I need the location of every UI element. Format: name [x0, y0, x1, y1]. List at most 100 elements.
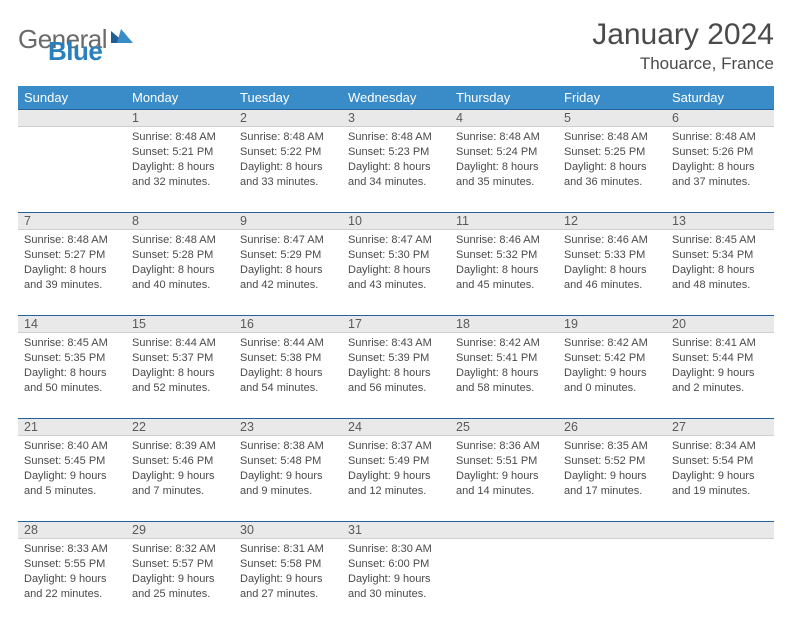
day-line: and 42 minutes.: [240, 278, 336, 293]
day-cell: Sunrise: 8:42 AMSunset: 5:42 PMDaylight:…: [558, 333, 666, 419]
weekday-header: Tuesday: [234, 86, 342, 110]
day-line: Sunset: 5:25 PM: [564, 145, 660, 160]
day-line: and 52 minutes.: [132, 381, 228, 396]
day-cell: Sunrise: 8:47 AMSunset: 5:29 PMDaylight:…: [234, 230, 342, 316]
day-line: Daylight: 8 hours: [348, 263, 444, 278]
day-number: 2: [234, 110, 342, 127]
day-cell: Sunrise: 8:38 AMSunset: 5:48 PMDaylight:…: [234, 436, 342, 522]
weekday-header: Monday: [126, 86, 234, 110]
day-number: 23: [234, 419, 342, 436]
day-line: and 56 minutes.: [348, 381, 444, 396]
day-line: Daylight: 8 hours: [456, 366, 552, 381]
day-number: 4: [450, 110, 558, 127]
weekday-header: Thursday: [450, 86, 558, 110]
day-number: 26: [558, 419, 666, 436]
day-line: Sunrise: 8:36 AM: [456, 439, 552, 454]
day-line: and 43 minutes.: [348, 278, 444, 293]
day-line: and 19 minutes.: [672, 484, 768, 499]
day-line: and 39 minutes.: [24, 278, 120, 293]
day-line: Sunset: 5:42 PM: [564, 351, 660, 366]
day-line: Daylight: 8 hours: [348, 160, 444, 175]
day-line: Sunset: 5:24 PM: [456, 145, 552, 160]
day-line: Sunrise: 8:41 AM: [672, 336, 768, 351]
day-cell-content: Sunrise: 8:43 AMSunset: 5:39 PMDaylight:…: [342, 333, 450, 401]
day-number: [18, 110, 126, 127]
day-line: Sunrise: 8:42 AM: [456, 336, 552, 351]
day-line: Sunset: 5:29 PM: [240, 248, 336, 263]
day-line: Daylight: 9 hours: [132, 469, 228, 484]
day-line: and 45 minutes.: [456, 278, 552, 293]
day-number-row: 123456: [18, 110, 774, 127]
day-line: Sunset: 5:44 PM: [672, 351, 768, 366]
day-line: Daylight: 9 hours: [672, 366, 768, 381]
day-line: Sunset: 5:28 PM: [132, 248, 228, 263]
day-line: Sunrise: 8:34 AM: [672, 439, 768, 454]
day-line: Daylight: 8 hours: [132, 366, 228, 381]
day-line: Sunrise: 8:48 AM: [564, 130, 660, 145]
day-line: Sunset: 5:37 PM: [132, 351, 228, 366]
day-line: and 27 minutes.: [240, 587, 336, 602]
day-number: 24: [342, 419, 450, 436]
day-line: Daylight: 9 hours: [132, 572, 228, 587]
day-line: Daylight: 9 hours: [672, 469, 768, 484]
day-line: Sunrise: 8:31 AM: [240, 542, 336, 557]
day-line: Sunset: 5:38 PM: [240, 351, 336, 366]
day-line: Sunrise: 8:46 AM: [564, 233, 660, 248]
day-line: Daylight: 8 hours: [24, 366, 120, 381]
day-cell: Sunrise: 8:43 AMSunset: 5:39 PMDaylight:…: [342, 333, 450, 419]
day-line: Sunset: 5:58 PM: [240, 557, 336, 572]
day-line: and 22 minutes.: [24, 587, 120, 602]
day-line: and 25 minutes.: [132, 587, 228, 602]
day-line: Daylight: 9 hours: [564, 469, 660, 484]
day-line: Sunset: 5:39 PM: [348, 351, 444, 366]
day-line: and 46 minutes.: [564, 278, 660, 293]
day-line: Sunset: 5:57 PM: [132, 557, 228, 572]
month-title: January 2024: [592, 18, 774, 52]
day-line: Sunset: 5:55 PM: [24, 557, 120, 572]
day-cell-content: Sunrise: 8:40 AMSunset: 5:45 PMDaylight:…: [18, 436, 126, 504]
day-cell-content: Sunrise: 8:37 AMSunset: 5:49 PMDaylight:…: [342, 436, 450, 504]
day-cell-content: Sunrise: 8:42 AMSunset: 5:42 PMDaylight:…: [558, 333, 666, 401]
day-line: Sunrise: 8:35 AM: [564, 439, 660, 454]
day-line: Daylight: 8 hours: [132, 263, 228, 278]
day-number: 3: [342, 110, 450, 127]
day-line: and 2 minutes.: [672, 381, 768, 396]
day-line: and 50 minutes.: [24, 381, 120, 396]
day-line: Sunset: 5:22 PM: [240, 145, 336, 160]
day-number: 20: [666, 316, 774, 333]
day-line: Daylight: 8 hours: [240, 160, 336, 175]
day-line: Daylight: 8 hours: [240, 263, 336, 278]
day-line: Sunset: 5:34 PM: [672, 248, 768, 263]
day-cell-content: Sunrise: 8:48 AMSunset: 5:22 PMDaylight:…: [234, 127, 342, 195]
day-line: Daylight: 8 hours: [564, 263, 660, 278]
day-number-row: 14151617181920: [18, 316, 774, 333]
day-line: and 54 minutes.: [240, 381, 336, 396]
day-number: 13: [666, 213, 774, 230]
day-line: and 5 minutes.: [24, 484, 120, 499]
day-number: 8: [126, 213, 234, 230]
day-number: [666, 522, 774, 539]
day-number: 5: [558, 110, 666, 127]
day-content-row: Sunrise: 8:48 AMSunset: 5:21 PMDaylight:…: [18, 127, 774, 213]
day-line: Sunrise: 8:48 AM: [348, 130, 444, 145]
day-line: Daylight: 9 hours: [24, 572, 120, 587]
weekday-header-row: SundayMondayTuesdayWednesdayThursdayFrid…: [18, 86, 774, 110]
day-line: Sunrise: 8:38 AM: [240, 439, 336, 454]
day-number: 27: [666, 419, 774, 436]
day-number: 22: [126, 419, 234, 436]
day-line: Sunrise: 8:48 AM: [132, 130, 228, 145]
day-cell-content: Sunrise: 8:35 AMSunset: 5:52 PMDaylight:…: [558, 436, 666, 504]
day-number-row: 21222324252627: [18, 419, 774, 436]
day-cell: Sunrise: 8:42 AMSunset: 5:41 PMDaylight:…: [450, 333, 558, 419]
day-line: and 36 minutes.: [564, 175, 660, 190]
day-cell: Sunrise: 8:39 AMSunset: 5:46 PMDaylight:…: [126, 436, 234, 522]
day-line: and 9 minutes.: [240, 484, 336, 499]
day-line: Sunset: 5:48 PM: [240, 454, 336, 469]
day-number-row: 78910111213: [18, 213, 774, 230]
day-line: and 37 minutes.: [672, 175, 768, 190]
day-line: and 33 minutes.: [240, 175, 336, 190]
day-line: Sunrise: 8:32 AM: [132, 542, 228, 557]
day-cell-content: Sunrise: 8:48 AMSunset: 5:26 PMDaylight:…: [666, 127, 774, 195]
day-line: and 32 minutes.: [132, 175, 228, 190]
logo-triangle-icon: [111, 25, 133, 48]
